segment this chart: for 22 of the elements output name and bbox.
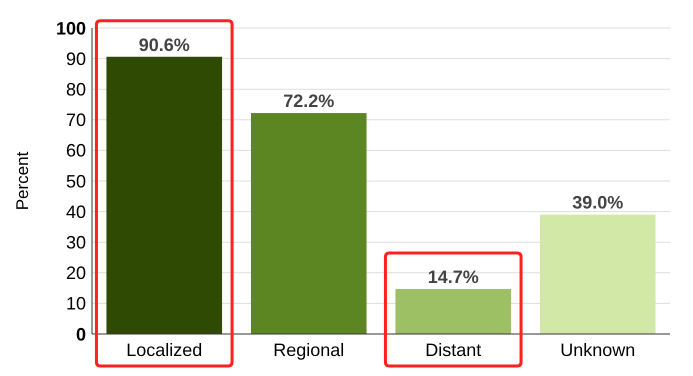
data-label: 14.7% bbox=[428, 267, 479, 288]
bar bbox=[540, 214, 656, 334]
y-tick-label: 10 bbox=[66, 294, 86, 314]
y-tick-label: 70 bbox=[66, 110, 86, 130]
y-tick-label: 20 bbox=[66, 263, 86, 284]
x-tick-label: Localized bbox=[126, 340, 202, 360]
y-tick-label: 90 bbox=[66, 48, 86, 69]
y-axis-title: Percent bbox=[13, 151, 32, 210]
data-label: 90.6% bbox=[138, 34, 190, 55]
y-tick-label: 100 bbox=[56, 18, 86, 38]
x-tick-label: Regional bbox=[273, 340, 344, 360]
y-tick-label: 0 bbox=[76, 324, 86, 344]
y-tick-label: 40 bbox=[66, 202, 86, 222]
y-tick-label: 80 bbox=[66, 80, 86, 100]
y-tick-label: 50 bbox=[66, 171, 86, 192]
y-tick-label: 30 bbox=[66, 232, 86, 252]
x-tick-label: Unknown bbox=[560, 340, 636, 360]
x-tick-label: Distant bbox=[425, 340, 482, 360]
y-tick-label: 60 bbox=[66, 140, 86, 161]
data-label: 72.2% bbox=[283, 91, 334, 112]
bar bbox=[250, 113, 367, 334]
data-label: 39.0% bbox=[572, 192, 624, 213]
